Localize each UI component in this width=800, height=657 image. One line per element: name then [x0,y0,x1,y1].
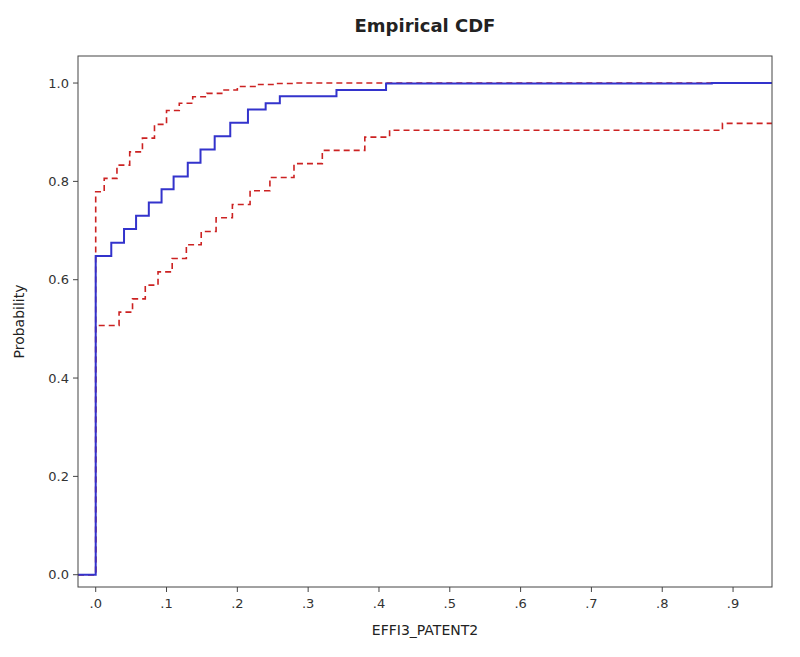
y-tick-label: 1.0 [48,76,69,91]
x-tick [308,587,309,592]
x-tick [95,587,96,592]
y-tick-label: 0.2 [48,469,69,484]
series-group [78,83,772,575]
series-line [78,83,772,575]
x-axis-label: EFFI3_PATENT2 [372,622,478,638]
x-tick-label: .4 [373,596,385,611]
x-tick [733,587,734,592]
x-tick-label: .7 [585,596,597,611]
y-tick [73,181,78,182]
x-tick [591,587,592,592]
x-tick [237,587,238,592]
chart: .0 .1 .2 .3 .4 .5 .6 .7 .8 .9 0.0 0.2 0.4 0.6 0.8 1.0 Em… [0,0,800,657]
y-tick-label: 0.6 [48,272,69,287]
title: Empirical CDF [355,15,496,36]
x-tick-label: .1 [160,596,172,611]
y-tick [73,574,78,575]
y-axis-label: Probability [11,284,27,358]
x-tick [378,587,379,592]
series-line [78,83,772,575]
x-tick-label: .0 [90,596,102,611]
x-tick-label: .5 [444,596,456,611]
series-line [78,123,772,574]
plot-frame [78,56,772,587]
x-tick-label: .9 [727,596,739,611]
y-tick [73,279,78,280]
y-tick-label: 0.0 [48,567,69,582]
y-tick [73,378,78,379]
y-tick-label: 0.4 [48,371,69,386]
x-tick [662,587,663,592]
x-tick [166,587,167,592]
x-tick-label: .2 [231,596,243,611]
x-tick-label: .6 [514,596,526,611]
x-tick [520,587,521,592]
x-tick-label: .8 [656,596,668,611]
y-tick [73,476,78,477]
y-tick-label: 0.8 [48,174,69,189]
y-axis: 0.0 0.2 0.4 0.6 0.8 1.0 [48,76,78,583]
x-tick [449,587,450,592]
x-tick-label: .3 [302,596,314,611]
y-tick [73,83,78,84]
x-axis: .0 .1 .2 .3 .4 .5 .6 .7 .8 .9 [90,587,740,611]
